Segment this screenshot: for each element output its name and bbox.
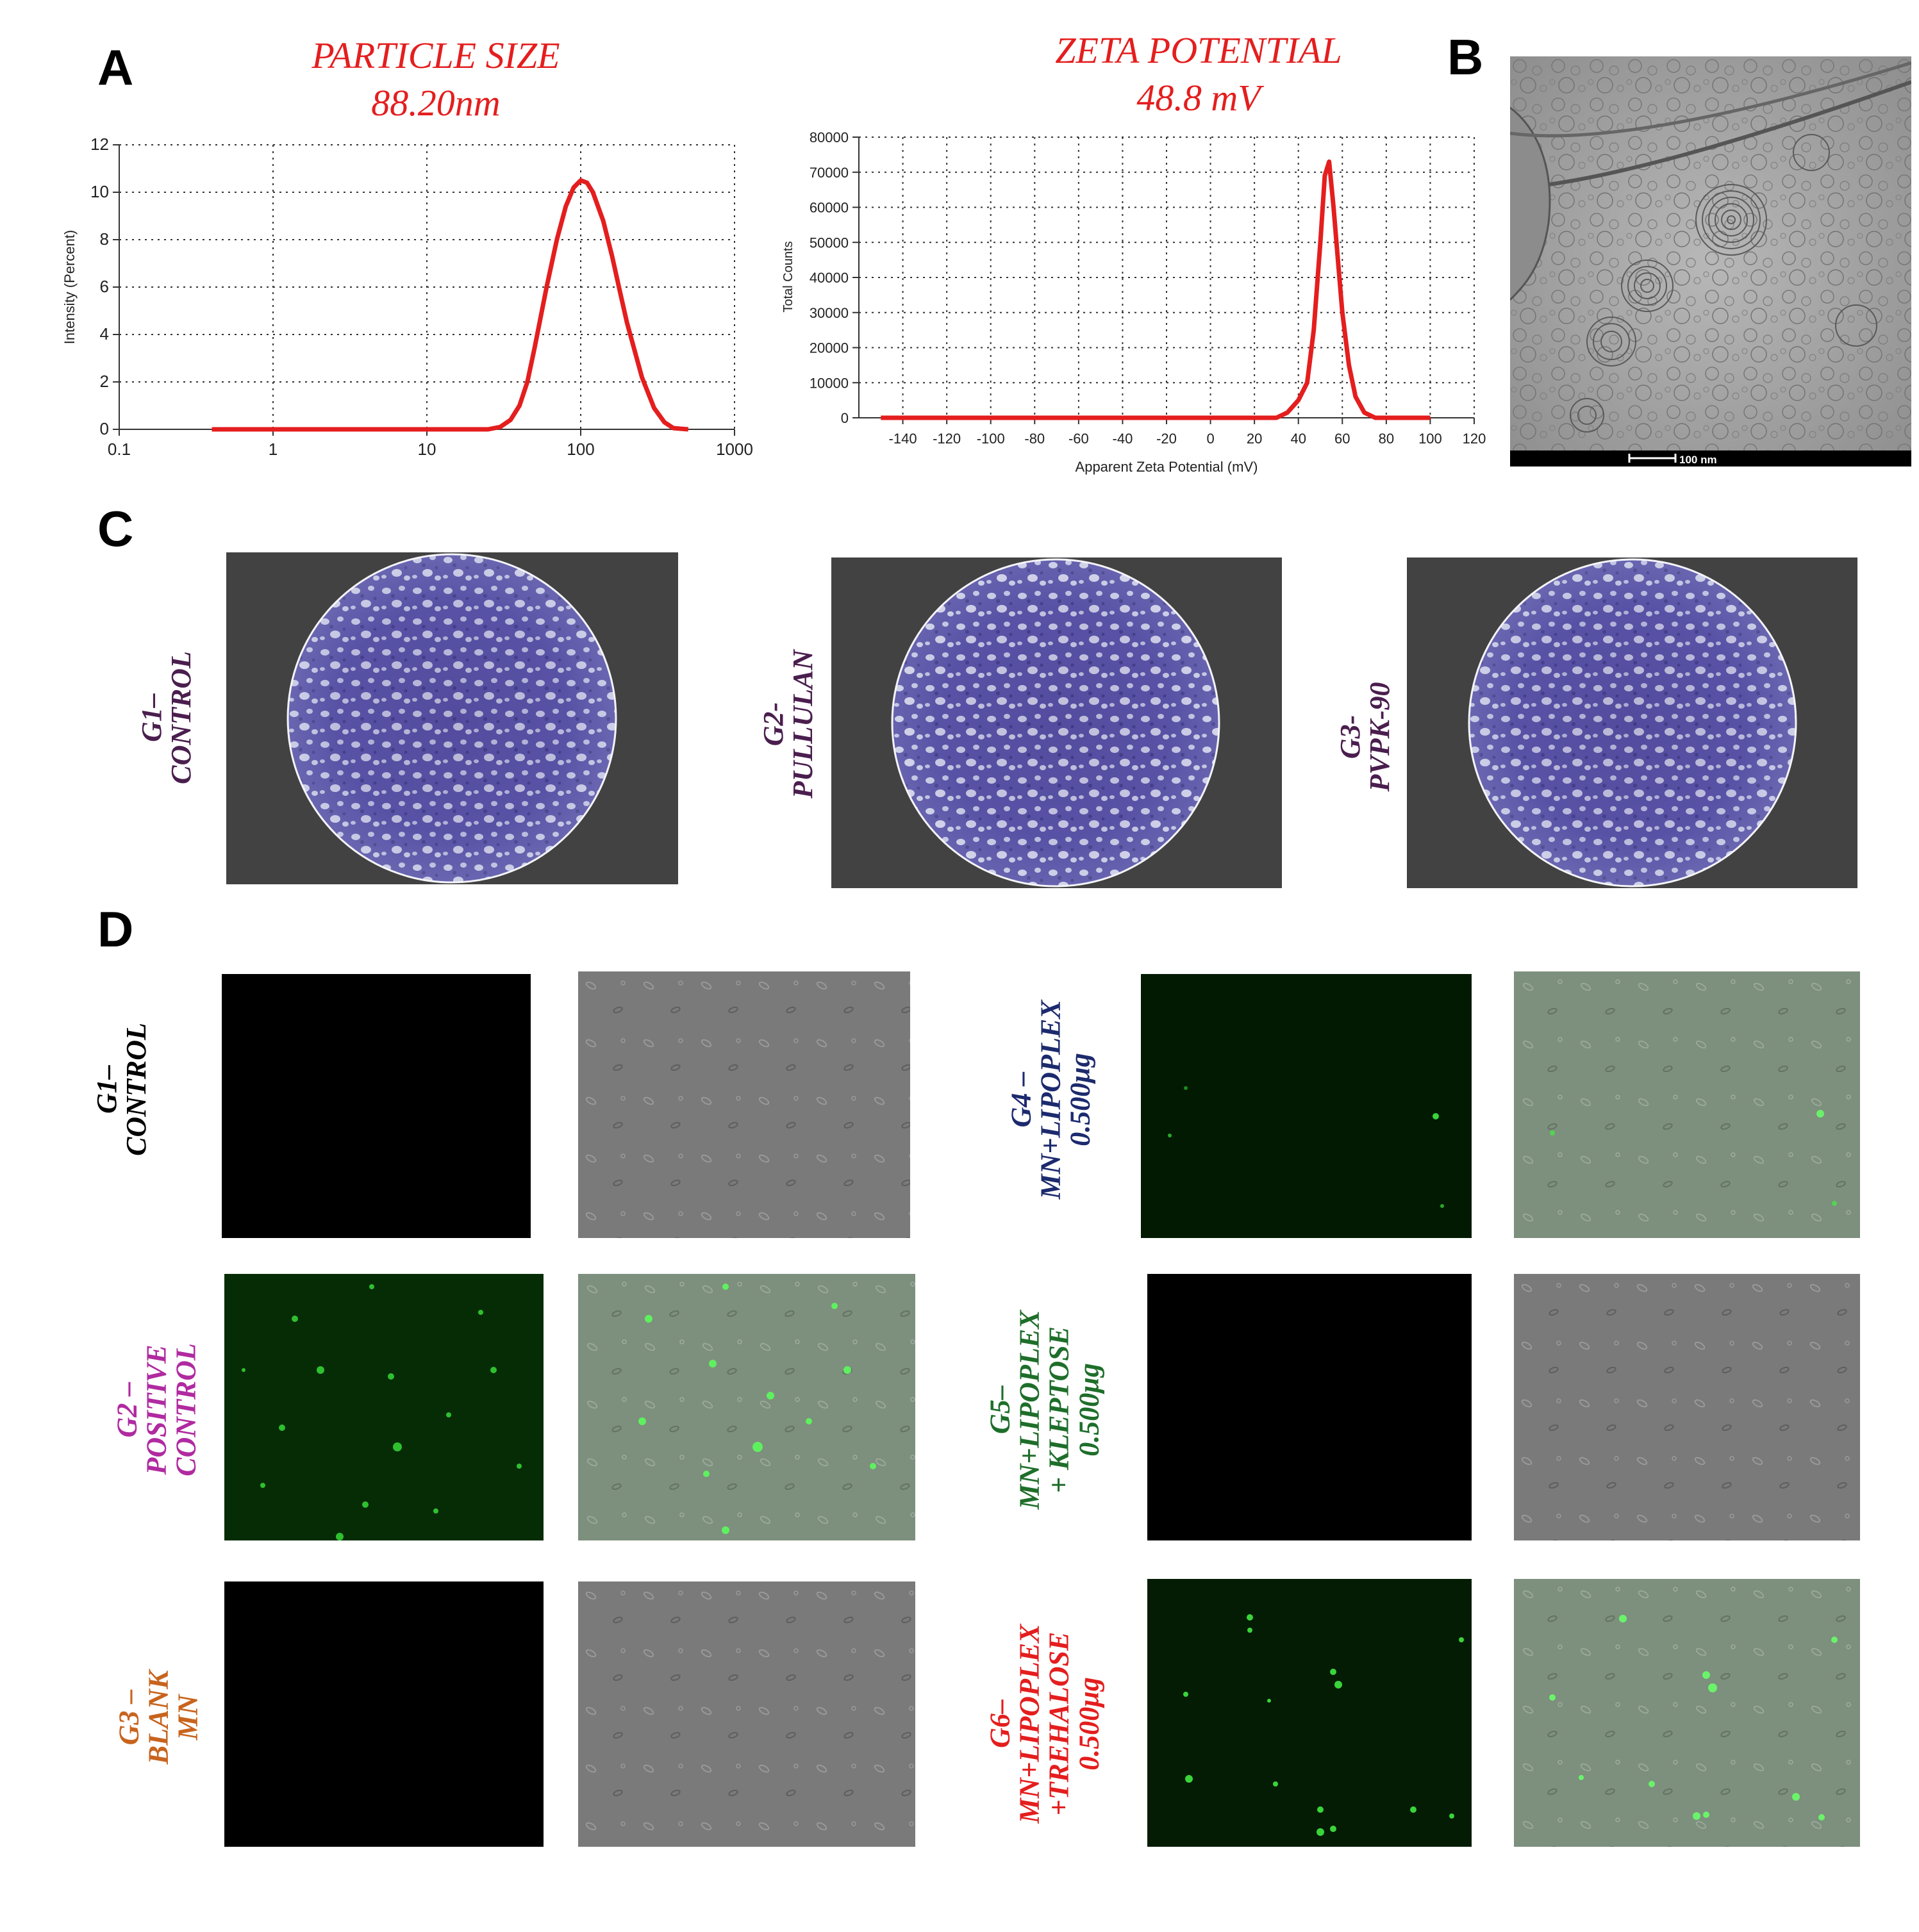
well-image-g3 <box>1407 557 1857 888</box>
panel-label-c: C <box>97 500 134 557</box>
panel-c-label-g3: G3- PVPK-90 <box>1334 682 1395 792</box>
panel-d-label-g5: G5– MN+LIPOPLEX + KLEPTOSE 0.500μg <box>984 1310 1105 1510</box>
zeta-potential-chart: -140 -120 -100 -80 -60 -40 -20 0 20 40 60 80 100 120 … <box>781 129 1486 475</box>
zeta-potential-y-ticks: 0 10000 20000 30000 40000 50000 60000 70000 8000… <box>810 129 849 426</box>
fluorescence-g2 <box>224 1274 544 1540</box>
panel-d-label-g1: G1– CONTROL <box>90 1023 152 1156</box>
brightfield-g5 <box>1514 1274 1860 1540</box>
x-tick-label: -140 <box>889 431 917 447</box>
y-tick-label: 40000 <box>810 270 849 286</box>
zeta-potential-curve <box>881 159 1431 420</box>
x-tick-label: -40 <box>1113 431 1133 447</box>
panel-d-label-g3: G3 – BLANK MN <box>113 1670 204 1765</box>
zeta-potential-x-axis-label: Apparent Zeta Potential (mV) <box>1076 459 1258 475</box>
x-tick-label: -20 <box>1156 431 1177 447</box>
x-tick-label: 0.1 <box>108 440 131 459</box>
y-tick-label: 2 <box>100 372 109 391</box>
panel-c-label-g2: G2- PULLULAN <box>757 649 818 799</box>
x-tick-label: -60 <box>1068 431 1089 447</box>
zeta-potential-grid <box>859 136 1475 418</box>
x-tick-label: 100 <box>1418 431 1442 447</box>
merge-g2 <box>578 1274 915 1540</box>
x-tick-label: -100 <box>977 431 1005 447</box>
fluorescence-g3 <box>224 1581 544 1847</box>
panel-label-a: A <box>97 39 134 95</box>
y-tick-label: 0 <box>100 419 109 438</box>
panel-d-label-g4: G4 – MN+LIPOPLEX 0.500μg <box>1005 1000 1097 1200</box>
x-tick-label: 40 <box>1290 431 1306 447</box>
panel-d-label-g6: G6– MN+LIPOPLEX +TREHALOSE 0.500μg <box>984 1624 1105 1824</box>
panel-label-b: B <box>1447 29 1484 85</box>
x-tick-label: -120 <box>933 431 961 447</box>
x-tick-label: 1000 <box>716 440 753 459</box>
y-tick-label: 4 <box>100 324 109 343</box>
fluorescence-g1 <box>222 974 531 1238</box>
y-tick-label: 0 <box>841 410 849 426</box>
zeta-potential-value: 48.8 mV <box>1136 77 1261 119</box>
x-tick-label: 100 <box>567 440 594 459</box>
x-tick-label: 10 <box>418 440 436 459</box>
particle-size-grid <box>119 144 735 430</box>
y-tick-label: 50000 <box>810 235 849 251</box>
particle-size-x-ticks: 0.1 1 10 100 1000 <box>108 440 753 459</box>
y-tick-label: 80000 <box>810 129 849 145</box>
x-tick-label: 60 <box>1334 431 1350 447</box>
zeta-potential-x-ticks: -140 -120 -100 -80 -60 -40 -20 0 20 40 60 80 100 120 <box>889 431 1486 447</box>
panel-c-label-g1: G1– CONTROL <box>135 651 197 784</box>
y-tick-label: 10 <box>90 182 109 201</box>
panel-label-d: D <box>97 901 134 957</box>
zeta-potential-axes <box>852 136 1475 424</box>
particle-size-value: 88.20nm <box>371 82 501 124</box>
x-tick-label: 20 <box>1247 431 1262 447</box>
y-tick-label: 6 <box>100 277 109 296</box>
particle-size-y-axis-label: Intensity (Percent) <box>62 230 78 345</box>
panel-d-label-g2: G2 – POSITIVE CONTROL <box>111 1343 203 1476</box>
y-tick-label: 8 <box>100 229 109 249</box>
y-tick-label: 20000 <box>810 340 849 356</box>
particle-size-y-ticks: 0 2 4 6 8 10 12 <box>90 135 109 438</box>
x-tick-label: 80 <box>1379 431 1394 447</box>
zeta-potential-title: ZETA POTENTIAL <box>1055 29 1342 71</box>
brightfield-g1 <box>578 971 910 1238</box>
tem-micrograph: 100 nm <box>1510 56 1911 466</box>
y-tick-label: 30000 <box>810 305 849 321</box>
fluorescence-g4 <box>1141 974 1472 1238</box>
fluorescence-g6 <box>1147 1579 1472 1847</box>
particle-size-chart: 0.1 1 10 100 1000 0 2 4 6 8 10 12 Intensity (Perce… <box>62 135 753 459</box>
y-tick-label: 60000 <box>810 200 849 216</box>
particle-size-title: PARTICLE SIZE <box>312 35 560 76</box>
y-tick-label: 10000 <box>810 375 849 391</box>
zeta-potential-y-axis-label: Total Counts <box>781 241 795 312</box>
brightfield-g3 <box>578 1581 915 1847</box>
particle-size-heading: PARTICLE SIZE 88.20nm <box>244 32 628 127</box>
fluorescence-g5 <box>1147 1274 1472 1540</box>
x-tick-label: 120 <box>1463 431 1486 447</box>
well-image-g2 <box>831 557 1282 888</box>
x-tick-label: 1 <box>269 440 278 459</box>
y-tick-label: 12 <box>90 135 109 154</box>
merge-g4 <box>1514 971 1860 1238</box>
x-tick-label: -80 <box>1024 431 1045 447</box>
x-tick-label: 0 <box>1206 431 1214 447</box>
merge-g6 <box>1514 1579 1860 1847</box>
well-image-g1 <box>226 552 678 884</box>
particle-size-curve <box>212 178 689 432</box>
particle-size-axes <box>113 144 735 436</box>
zeta-potential-heading: ZETA POTENTIAL 48.8 mV <box>1006 27 1391 122</box>
tem-scale-bar-label: 100 nm <box>1679 454 1717 466</box>
y-tick-label: 70000 <box>810 165 849 181</box>
